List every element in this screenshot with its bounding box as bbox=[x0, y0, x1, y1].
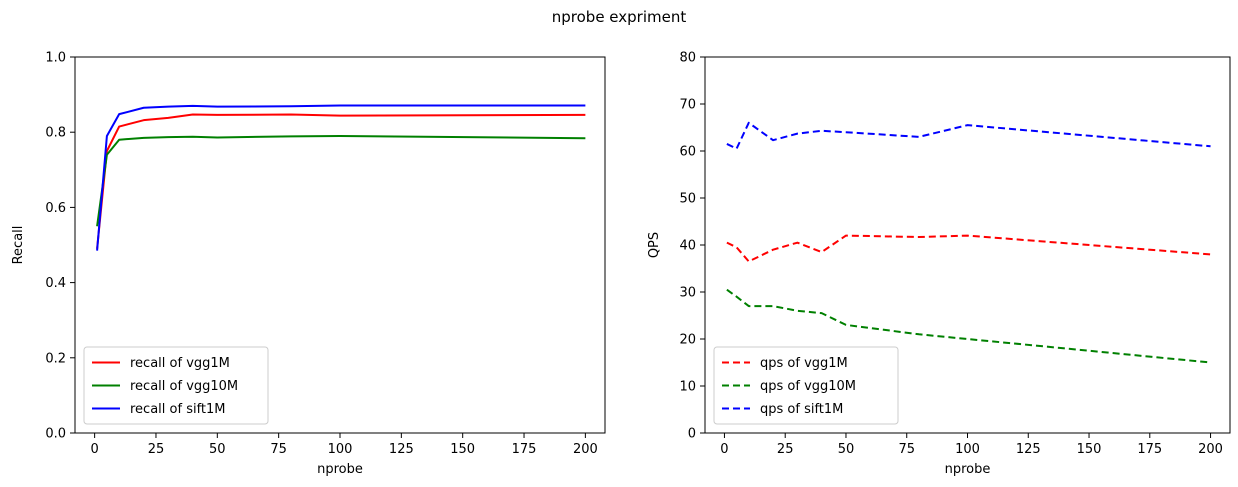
qps-series-line-2 bbox=[726, 121, 1211, 150]
recall-x-tick-label: 25 bbox=[148, 442, 165, 457]
recall-x-tick-label: 100 bbox=[328, 442, 353, 457]
recall-y-axis-label: Recall bbox=[11, 226, 26, 265]
recall-legend-label-1: recall of vgg10M bbox=[130, 379, 238, 394]
qps-y-tick-label: 60 bbox=[679, 145, 696, 160]
recall-series-line-0 bbox=[96, 113, 586, 249]
qps-y-tick-label: 40 bbox=[679, 239, 696, 254]
qps-y-tick-label: 20 bbox=[679, 333, 696, 348]
recall-x-tick-label: 50 bbox=[209, 442, 226, 457]
qps-x-axis-label: nprobe bbox=[945, 462, 991, 477]
recall-x-tick-label: 200 bbox=[573, 442, 598, 457]
qps-x-tick-label: 175 bbox=[1137, 442, 1162, 457]
recall-x-tick-label: 150 bbox=[450, 442, 475, 457]
recall-legend-label-0: recall of vgg1M bbox=[130, 356, 230, 371]
recall-y-tick-label: 0.4 bbox=[45, 276, 66, 291]
qps-series-line-0 bbox=[726, 234, 1211, 263]
recall-y-tick-label: 0.8 bbox=[45, 126, 66, 141]
qps-x-tick-label: 25 bbox=[777, 442, 794, 457]
qps-y-tick-label: 50 bbox=[679, 192, 696, 207]
qps-legend-label-2: qps of sift1M bbox=[760, 402, 843, 417]
qps-legend-label-1: qps of vgg10M bbox=[760, 379, 856, 394]
qps-x-tick-label: 75 bbox=[898, 442, 915, 457]
qps-y-tick-label: 0 bbox=[688, 427, 696, 442]
qps-x-tick-label: 200 bbox=[1198, 442, 1223, 457]
qps-x-tick-label: 50 bbox=[838, 442, 855, 457]
qps-y-tick-label: 80 bbox=[679, 51, 696, 66]
qps-y-tick-label: 70 bbox=[679, 98, 696, 113]
qps-legend-label-0: qps of vgg1M bbox=[760, 356, 848, 371]
qps-y-axis-label: QPS bbox=[647, 232, 662, 258]
recall-legend-label-2: recall of sift1M bbox=[130, 402, 226, 417]
qps-x-tick-label: 125 bbox=[1016, 442, 1041, 457]
recall-y-tick-label: 0.0 bbox=[45, 427, 66, 442]
recall-x-tick-label: 0 bbox=[90, 442, 98, 457]
recall-legend: recall of vgg1M recall of vgg10M recall of… bbox=[83, 346, 269, 425]
qps-y-tick-label: 30 bbox=[679, 286, 696, 301]
recall-x-axis-label: nprobe bbox=[317, 462, 363, 477]
qps-x-tick-label: 0 bbox=[720, 442, 728, 457]
recall-y-tick-label: 1.0 bbox=[45, 51, 66, 66]
qps-legend-box bbox=[713, 346, 899, 425]
qps-x-tick-label: 100 bbox=[955, 442, 980, 457]
figure-title: nprobe expriment bbox=[551, 8, 687, 26]
recall-y-tick-label: 0.2 bbox=[45, 351, 66, 366]
recall-x-tick-label: 125 bbox=[389, 442, 414, 457]
qps-series-line-1 bbox=[726, 288, 1211, 364]
recall-x-tick-label: 75 bbox=[270, 442, 287, 457]
recall-y-tick-label: 0.6 bbox=[45, 201, 66, 216]
recall-series-line-1 bbox=[96, 134, 586, 227]
qps-x-tick-label: 150 bbox=[1077, 442, 1102, 457]
recall-legend-box bbox=[83, 346, 269, 425]
recall-series-line-2 bbox=[96, 104, 586, 251]
qps-y-tick-label: 10 bbox=[679, 380, 696, 395]
qps-legend: qps of vgg1M qps of vgg10M qps of sift1M bbox=[713, 346, 899, 425]
recall-x-tick-label: 175 bbox=[512, 442, 537, 457]
